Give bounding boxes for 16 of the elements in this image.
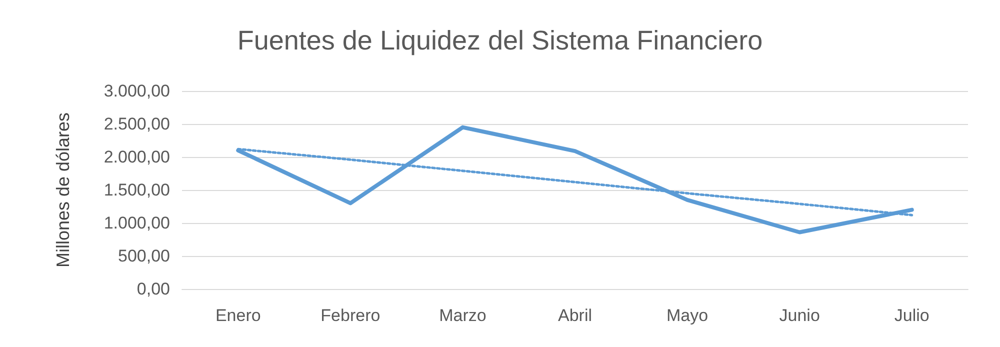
y-tick-label: 3.000,00: [104, 82, 170, 100]
y-tick-label: 0,00: [136, 280, 170, 298]
y-tick-label: 500,00: [118, 246, 170, 266]
x-tick-label: Mayo: [666, 306, 708, 325]
x-tick-label: Febrero: [320, 306, 380, 325]
y-axis-title: Millones de dólares: [53, 112, 73, 268]
y-tick-label: 2.000,00: [104, 148, 170, 166]
x-tick-label: Junio: [779, 306, 820, 325]
y-tick-label: 1.500,00: [104, 180, 170, 200]
x-tick-label: Julio: [894, 306, 930, 325]
x-tick-label: Abril: [558, 306, 592, 325]
y-tick-label: 1.000,00: [104, 214, 170, 232]
x-tick-label: Enero: [215, 306, 261, 325]
chart-title: Fuentes de Liquidez del Sistema Financiero: [237, 26, 763, 56]
y-tick-label: 2.500,00: [104, 114, 170, 134]
x-tick-label: Marzo: [439, 306, 486, 325]
